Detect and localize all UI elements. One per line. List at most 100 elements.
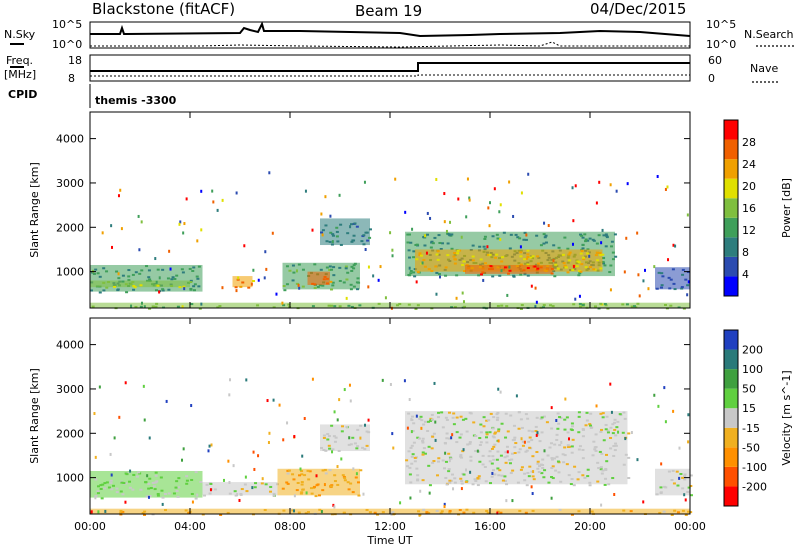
scatter-echo [535, 433, 538, 437]
scatter-echo [257, 278, 260, 282]
nsky-tick-high-left: 10^5 [52, 18, 82, 31]
data-cell [301, 285, 305, 288]
data-cell [111, 484, 115, 487]
data-cell [681, 273, 685, 276]
data-cell [415, 467, 419, 470]
data-cell [485, 441, 489, 444]
data-cell [519, 251, 523, 254]
data-cell [478, 437, 482, 440]
data-cell [295, 489, 299, 492]
data-cell [606, 307, 610, 310]
data-cell [301, 488, 305, 491]
data-cell [488, 460, 492, 463]
data-cell [557, 471, 561, 474]
data-cell [508, 458, 512, 461]
data-cell [630, 305, 634, 308]
data-cell [228, 492, 232, 495]
data-cell [563, 265, 567, 268]
data-cell [331, 284, 335, 287]
data-cell [558, 508, 562, 511]
data-cell [504, 451, 508, 454]
data-cell [447, 452, 451, 455]
data-cell [682, 307, 686, 310]
data-cell [550, 427, 554, 430]
data-cell [577, 431, 581, 434]
scatter-echo [667, 258, 670, 262]
data-cell [604, 477, 608, 480]
data-cell [353, 442, 357, 445]
data-cell [542, 304, 546, 307]
colorbar-frame [723, 119, 739, 297]
data-cell [563, 418, 567, 421]
scatter-echo [124, 500, 127, 504]
nsearch-label: N.Search [744, 28, 794, 41]
nsky-panel-frame [89, 21, 691, 49]
data-cell [468, 441, 472, 444]
data-cell [500, 474, 504, 477]
data-cell [580, 263, 584, 266]
scatter-echo [415, 280, 418, 284]
data-cell [411, 453, 415, 456]
data-cell [551, 305, 555, 308]
scatter-echo [399, 501, 402, 505]
scatter-echo [476, 449, 479, 453]
data-cell [527, 475, 531, 478]
colorbar-tick-label: 16 [742, 202, 756, 215]
data-cell [676, 511, 680, 514]
data-cell [569, 428, 573, 431]
scatter-echo [158, 276, 161, 280]
data-cell [660, 286, 664, 289]
data-cell [127, 279, 131, 282]
data-cell [448, 234, 452, 237]
colorbar-swatch [724, 466, 738, 487]
data-cell [247, 286, 251, 289]
data-cell [590, 510, 594, 513]
data-cell [100, 497, 104, 500]
data-region-2 [277, 468, 360, 496]
data-cell [420, 254, 424, 257]
data-cell [509, 414, 513, 417]
data-cell [131, 488, 135, 491]
data-cell [189, 279, 193, 282]
data-cell [418, 417, 422, 420]
data-cell [583, 233, 587, 236]
data-cell [125, 291, 129, 294]
data-cell [180, 268, 184, 271]
data-cell [481, 463, 485, 466]
y-tick-label: 2000 [56, 427, 84, 440]
data-cell [531, 509, 535, 512]
data-region-4 [307, 271, 330, 285]
scatter-echo [439, 275, 442, 279]
data-cell [349, 288, 353, 291]
data-cell [116, 288, 120, 291]
data-cell [627, 477, 631, 480]
data-cell [526, 471, 530, 474]
data-cell [567, 474, 571, 477]
scatter-echo [245, 378, 248, 382]
data-cell [339, 243, 343, 246]
scatter-echo [511, 499, 514, 503]
data-cell [664, 486, 668, 489]
data-cell [571, 438, 575, 441]
data-cell [609, 264, 613, 267]
scatter-echo [196, 239, 199, 243]
scatter-echo [119, 188, 122, 192]
data-cell [614, 444, 618, 447]
data-cell [328, 268, 332, 271]
scatter-echo [137, 214, 140, 218]
data-cell [341, 474, 345, 477]
data-cell [127, 275, 131, 278]
data-cell [496, 304, 500, 307]
data-cell [409, 481, 413, 484]
data-cell [607, 483, 611, 486]
scatter-echo [499, 203, 502, 207]
x-tick-label: 16:00 [474, 520, 506, 533]
data-cell [358, 304, 362, 307]
data-cell [465, 508, 469, 511]
scatter-echo [93, 412, 96, 416]
data-cell [439, 512, 443, 515]
data-cell [156, 494, 160, 497]
data-cell [526, 253, 530, 256]
data-cell [684, 278, 688, 281]
data-cell [613, 418, 617, 421]
